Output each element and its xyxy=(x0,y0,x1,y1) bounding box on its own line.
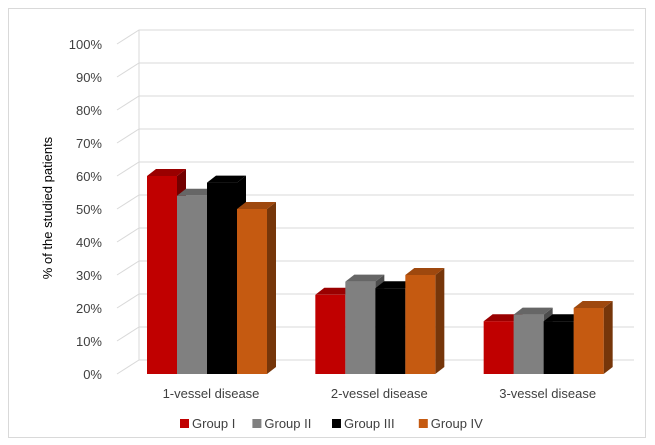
gridline xyxy=(116,260,634,276)
y-tick-label: 80% xyxy=(76,103,102,118)
bar-top xyxy=(405,268,445,275)
bar-top xyxy=(375,281,415,289)
bar xyxy=(345,281,376,374)
bar-top xyxy=(315,287,355,295)
gridline xyxy=(116,128,634,144)
bar-top xyxy=(147,169,186,176)
y-tick-label: 70% xyxy=(76,136,102,151)
gridline xyxy=(116,293,634,309)
legend-label: Group IV xyxy=(431,416,483,431)
gridline xyxy=(116,95,634,111)
y-axis-title: % of the studied patients xyxy=(40,136,55,279)
y-tick-label: 90% xyxy=(76,70,102,85)
bar-top xyxy=(177,188,216,196)
bar-top xyxy=(207,175,246,183)
gridline xyxy=(116,227,634,243)
gridline xyxy=(116,161,634,177)
y-tick-label: 20% xyxy=(76,301,102,316)
legend-swatch xyxy=(332,419,341,428)
gridline xyxy=(116,62,634,78)
y-tick-label: 30% xyxy=(76,268,102,283)
y-tick-label: 50% xyxy=(76,202,102,217)
bar-side xyxy=(603,301,613,374)
y-tick-label: 40% xyxy=(76,235,102,250)
bar xyxy=(513,314,544,374)
legend-label: Group II xyxy=(264,416,311,431)
y-tick-label: 60% xyxy=(76,169,102,184)
legend-swatch xyxy=(180,419,189,428)
legend-label: Group I xyxy=(192,416,235,431)
gridline xyxy=(116,326,634,342)
bar xyxy=(543,321,574,374)
bar-side xyxy=(435,268,445,374)
bar xyxy=(177,195,207,374)
bar xyxy=(237,209,267,374)
bar-top xyxy=(237,202,276,209)
gridline xyxy=(116,359,634,375)
bar xyxy=(207,182,237,374)
y-tick-label: 0% xyxy=(83,367,102,382)
bar xyxy=(147,176,177,374)
gridline xyxy=(116,29,634,45)
legend-swatch xyxy=(418,419,428,428)
bar-top xyxy=(513,307,553,315)
legend-label: Group III xyxy=(344,416,395,431)
gridline xyxy=(116,194,634,210)
bar xyxy=(405,275,436,374)
legend-swatch xyxy=(252,419,262,428)
bar-top xyxy=(543,314,583,322)
y-tick-label: 100% xyxy=(69,37,103,52)
x-tick-label: 2-vessel disease xyxy=(331,386,428,401)
bar-top xyxy=(483,314,523,322)
y-tick-label: 10% xyxy=(76,334,102,349)
bar xyxy=(483,321,514,374)
x-tick-label: 1-vessel disease xyxy=(163,386,260,401)
bar-top xyxy=(573,301,613,308)
bar xyxy=(375,288,406,374)
bar-top xyxy=(345,274,385,282)
bar-side xyxy=(267,202,276,374)
x-tick-label: 3-vessel disease xyxy=(499,386,596,401)
bar xyxy=(573,308,604,374)
bar xyxy=(315,294,346,374)
